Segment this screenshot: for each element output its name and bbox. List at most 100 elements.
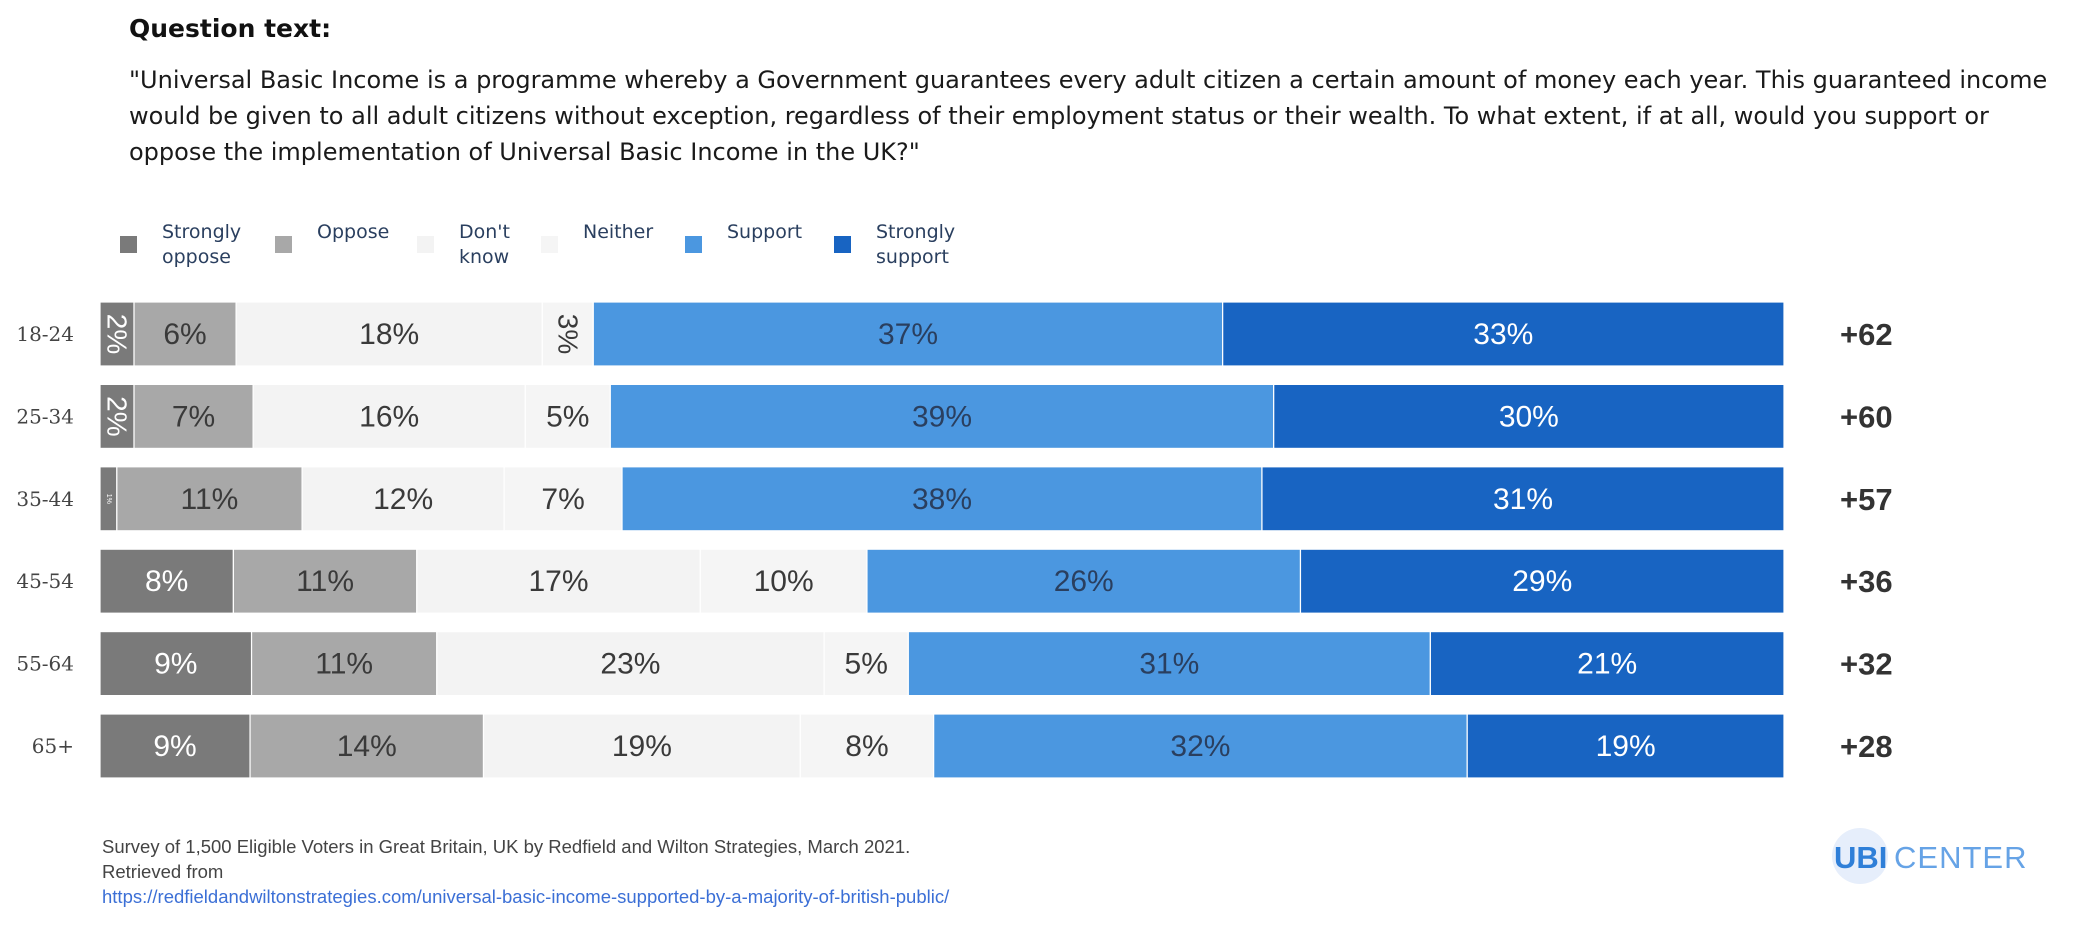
bar-segment xyxy=(99,548,234,614)
bar-label: 39% xyxy=(912,400,972,433)
legend-label-line: Neither xyxy=(583,221,654,243)
legend-label-line: support xyxy=(876,246,949,268)
stacked-bar-chart: 18-24 2% 6% 18% 3% 37% 33% +62 25-34 2% 7% 16% 5% 39%… xyxy=(16,301,1893,779)
bar-segment xyxy=(99,301,135,367)
bar-label: 5% xyxy=(845,648,888,681)
legend: Strongly oppose Oppose Don't know Neither Supp… xyxy=(120,220,1020,280)
legend-label: Support xyxy=(727,220,847,245)
category-label: 65+ xyxy=(32,734,74,758)
bar-segment xyxy=(1222,301,1785,367)
bar-label: 9% xyxy=(153,730,196,763)
bar-label: 9% xyxy=(154,648,197,681)
bar-segment xyxy=(436,630,825,697)
bar-segment xyxy=(866,548,1302,614)
legend-swatch xyxy=(685,236,702,253)
bar-label: 19% xyxy=(1596,730,1656,763)
legend-label: Oppose xyxy=(317,220,437,245)
bar-label: 7% xyxy=(172,400,215,433)
bar-segment xyxy=(249,713,485,779)
legend-label: Strongly oppose xyxy=(162,220,282,270)
bar-segment xyxy=(1273,383,1785,449)
bar-segment xyxy=(416,548,701,614)
category-label: 45-54 xyxy=(16,569,74,593)
legend-swatch xyxy=(275,236,292,253)
bar-label: 11% xyxy=(296,565,354,598)
bar-label: 33% xyxy=(1473,318,1533,351)
question-text: "Universal Basic Income is a programme w… xyxy=(129,66,2048,166)
legend-label: Strongly support xyxy=(876,220,996,270)
footnote-link[interactable]: https://redfieldandwiltonstrategies.com/… xyxy=(102,886,950,907)
legend-label-line: oppose xyxy=(162,246,231,268)
legend-label-line: Strongly xyxy=(876,221,956,243)
bar-label: 6% xyxy=(163,318,206,351)
bar-label: 2% xyxy=(102,396,133,436)
bar-segment xyxy=(1261,466,1785,532)
logo-center-text: CENTER xyxy=(1894,840,2028,875)
bar-segment xyxy=(907,630,1431,697)
bar-segment xyxy=(301,466,505,532)
bar-segment xyxy=(133,383,254,449)
bar-label: 16% xyxy=(359,400,419,433)
bar-label: 8% xyxy=(845,730,888,763)
bar-label: 2% xyxy=(102,314,133,354)
category-label: 35-44 xyxy=(16,487,74,511)
legend-label-line: Don't xyxy=(459,221,510,243)
bar-label: 1% xyxy=(105,494,112,504)
bar-segment xyxy=(252,383,526,449)
bar-segment xyxy=(823,630,909,697)
net-support-label: +28 xyxy=(1840,729,1893,764)
legend-label: Neither xyxy=(583,220,703,245)
category-label: 25-34 xyxy=(16,404,74,428)
bar-segment xyxy=(1466,713,1785,779)
bar-segment xyxy=(541,301,594,367)
bar-label: 5% xyxy=(546,400,589,433)
legend-label: Don't know xyxy=(459,220,579,270)
bar-segment xyxy=(99,383,135,449)
bar-segment xyxy=(235,301,543,367)
bar-label: 32% xyxy=(1170,730,1230,763)
legend-swatch xyxy=(541,236,558,253)
logo-circle xyxy=(1832,828,1888,884)
bar-label: 11% xyxy=(181,483,239,516)
ubi-center-logo: UBI CENTER xyxy=(1832,826,2072,886)
legend-swatch xyxy=(417,236,434,253)
bar-segment xyxy=(99,630,253,697)
footnote-retrieved: Retrieved from xyxy=(102,861,224,882)
bar-segment xyxy=(699,548,868,614)
bar-label: 38% xyxy=(912,483,972,516)
bar-label: 26% xyxy=(1054,565,1114,598)
net-support-label: +32 xyxy=(1840,647,1893,682)
bar-segment xyxy=(592,301,1224,367)
legend-swatch xyxy=(120,236,137,253)
net-support-label: +36 xyxy=(1840,564,1893,599)
net-support-label: +62 xyxy=(1840,317,1893,352)
bar-segment xyxy=(250,630,438,697)
bar-label: 31% xyxy=(1139,648,1199,681)
legend-label-line: know xyxy=(459,246,510,268)
legend-swatch xyxy=(834,236,851,253)
bar-label: 19% xyxy=(612,730,672,763)
bar-label: 3% xyxy=(552,314,583,354)
bar-label: 7% xyxy=(541,483,584,516)
bar-label: 21% xyxy=(1577,648,1637,681)
bar-label: 23% xyxy=(600,648,660,681)
bar-label: 37% xyxy=(878,318,938,351)
bar-label: 17% xyxy=(528,565,588,598)
bar-label: 8% xyxy=(145,565,188,598)
legend-label-line: Strongly xyxy=(162,221,242,243)
bar-segment xyxy=(1429,630,1785,697)
bar-segment xyxy=(116,466,303,532)
bar-segment xyxy=(609,383,1275,449)
bar-label: 31% xyxy=(1493,483,1553,516)
net-support-label: +57 xyxy=(1840,482,1893,517)
bar-segment xyxy=(524,383,611,449)
legend-label-line: Oppose xyxy=(317,221,390,243)
bar-segment xyxy=(621,466,1263,532)
logo-ubi-text: UBI xyxy=(1834,840,1888,875)
footnote: Survey of 1,500 Eligible Voters in Great… xyxy=(102,834,949,909)
question-label: Question text: xyxy=(129,14,332,43)
category-label: 55-64 xyxy=(16,652,74,676)
bar-label: 10% xyxy=(754,565,814,598)
category-label: 18-24 xyxy=(16,322,74,346)
bar-segment xyxy=(232,548,418,614)
